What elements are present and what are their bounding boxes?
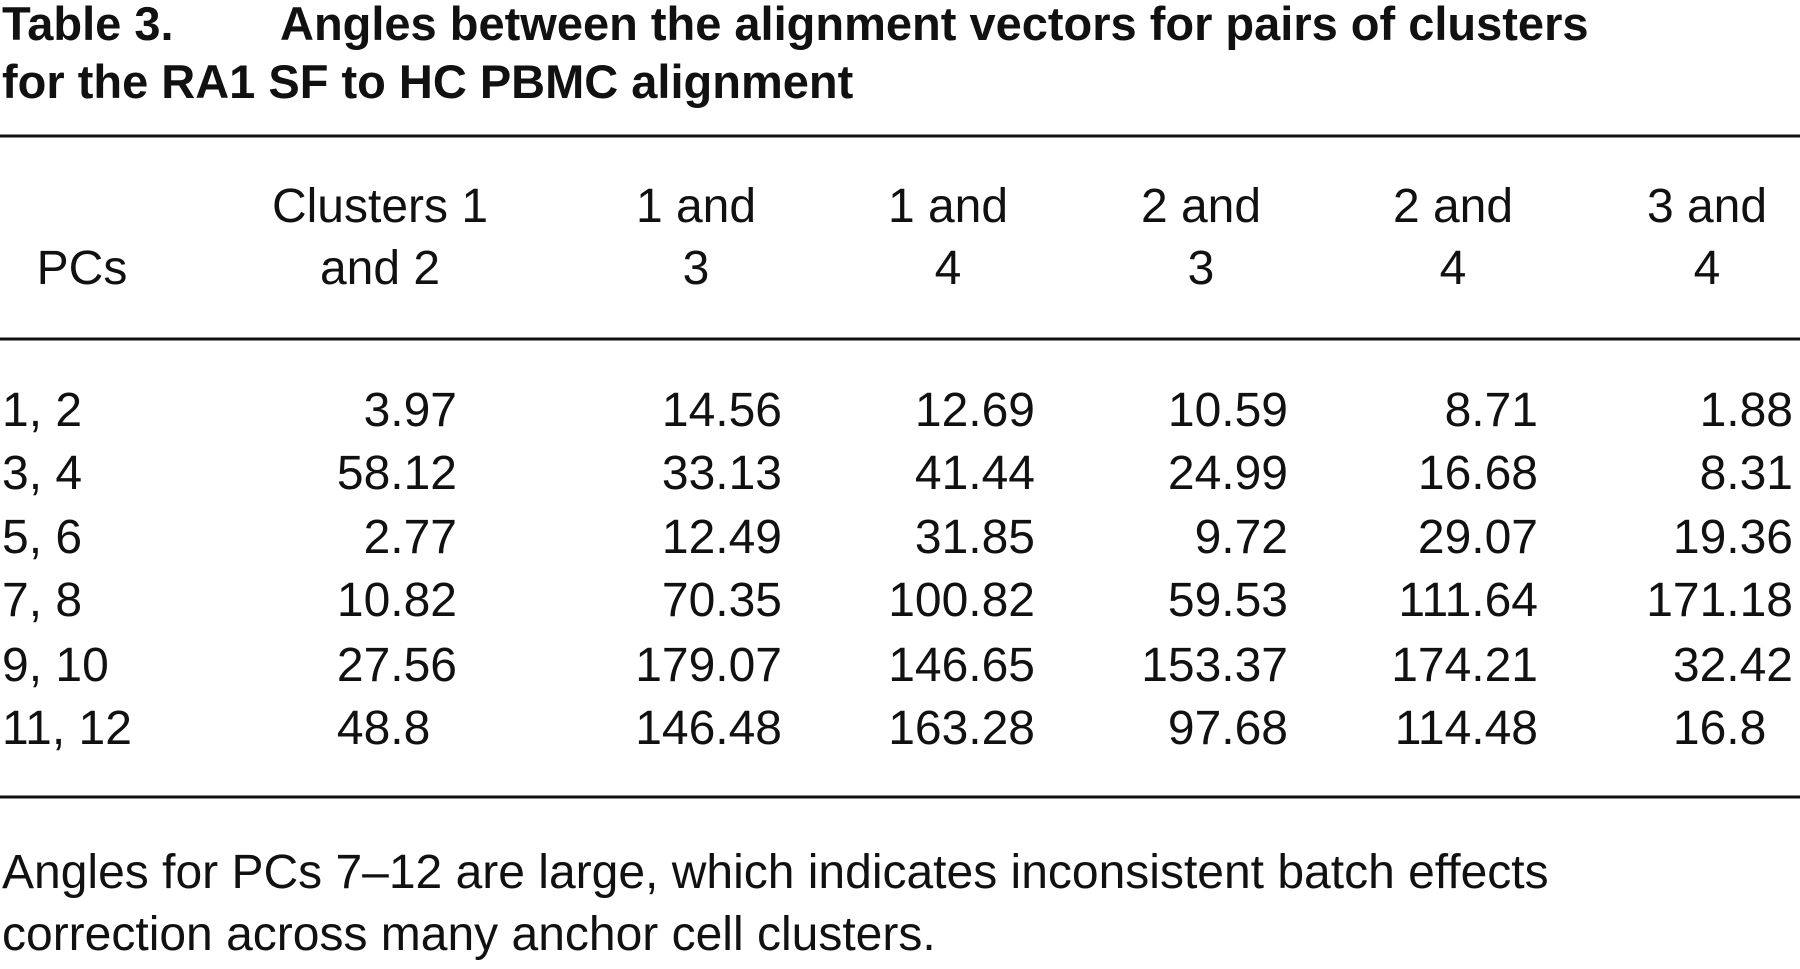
column-header: 2 and [1141, 180, 1261, 233]
cell: 59.53 [1168, 574, 1288, 627]
column-header: and 2 [320, 242, 440, 295]
cell: 9.72 [1195, 511, 1288, 564]
cell: 146.65 [888, 639, 1035, 692]
column-header: 3 [683, 242, 710, 295]
column-header: 3 and [1647, 180, 1767, 233]
cell: 8.31 [1700, 447, 1793, 500]
cell: 100.82 [888, 574, 1035, 627]
cell: 27.56 [337, 639, 457, 692]
cell: 171.18 [1646, 574, 1793, 627]
cell: 14.56 [662, 384, 782, 437]
row-label: 7, 8 [2, 574, 82, 627]
cell: 174.21 [1391, 639, 1538, 692]
column-header: PCs [37, 242, 128, 295]
cell: 19.36 [1673, 511, 1793, 564]
footnote-line: correction across many anchor cell clust… [2, 908, 936, 961]
cell: 32.42 [1673, 639, 1793, 692]
footnote-line: Angles for PCs 7–12 are large, which ind… [2, 846, 1549, 899]
cell: 2.77 [364, 511, 457, 564]
row-label: 5, 6 [2, 511, 82, 564]
column-header: Clusters 1 [272, 180, 488, 233]
cell: 24.99 [1168, 447, 1288, 500]
column-header: 4 [1440, 242, 1467, 295]
table-label: Table 3. [2, 0, 174, 50]
column-header: 2 and [1393, 180, 1513, 233]
cell: 16.68 [1418, 447, 1538, 500]
cell: 12.49 [662, 511, 782, 564]
cell: 111.64 [1398, 574, 1538, 627]
cell: 146.48 [635, 702, 782, 755]
column-header: 1 and [636, 180, 756, 233]
row-label: 9, 10 [2, 639, 109, 692]
cell: 41.44 [915, 447, 1035, 500]
cell: 1.88 [1700, 384, 1793, 437]
cell: 10.59 [1168, 384, 1288, 437]
cell: 153.37 [1141, 639, 1288, 692]
cell: 12.69 [915, 384, 1035, 437]
column-header: 1 and [888, 180, 1008, 233]
cell: 179.07 [635, 639, 782, 692]
cell: 97.68 [1168, 702, 1288, 755]
cell: 29.07 [1418, 511, 1538, 564]
column-header: 4 [1694, 242, 1721, 295]
column-header: 4 [935, 242, 962, 295]
row-label: 1, 2 [2, 384, 82, 437]
row-label: 3, 4 [2, 447, 82, 500]
column-header: 3 [1188, 242, 1215, 295]
cell: 48.8 [337, 702, 430, 755]
title-line: Angles between the alignment vectors for… [280, 0, 1589, 50]
cell: 3.97 [364, 384, 457, 437]
cell: 58.12 [337, 447, 457, 500]
cell: 70.35 [662, 574, 782, 627]
cell: 16.8 [1673, 702, 1766, 755]
row-label: 11, 12 [2, 702, 132, 755]
cell: 10.82 [337, 574, 457, 627]
title-line: for the RA1 SF to HC PBMC alignment [2, 55, 854, 108]
cell: 33.13 [662, 447, 782, 500]
cell: 114.48 [1395, 702, 1538, 755]
cell: 31.85 [915, 511, 1035, 564]
cell: 163.28 [888, 702, 1035, 755]
cell: 8.71 [1445, 384, 1538, 437]
